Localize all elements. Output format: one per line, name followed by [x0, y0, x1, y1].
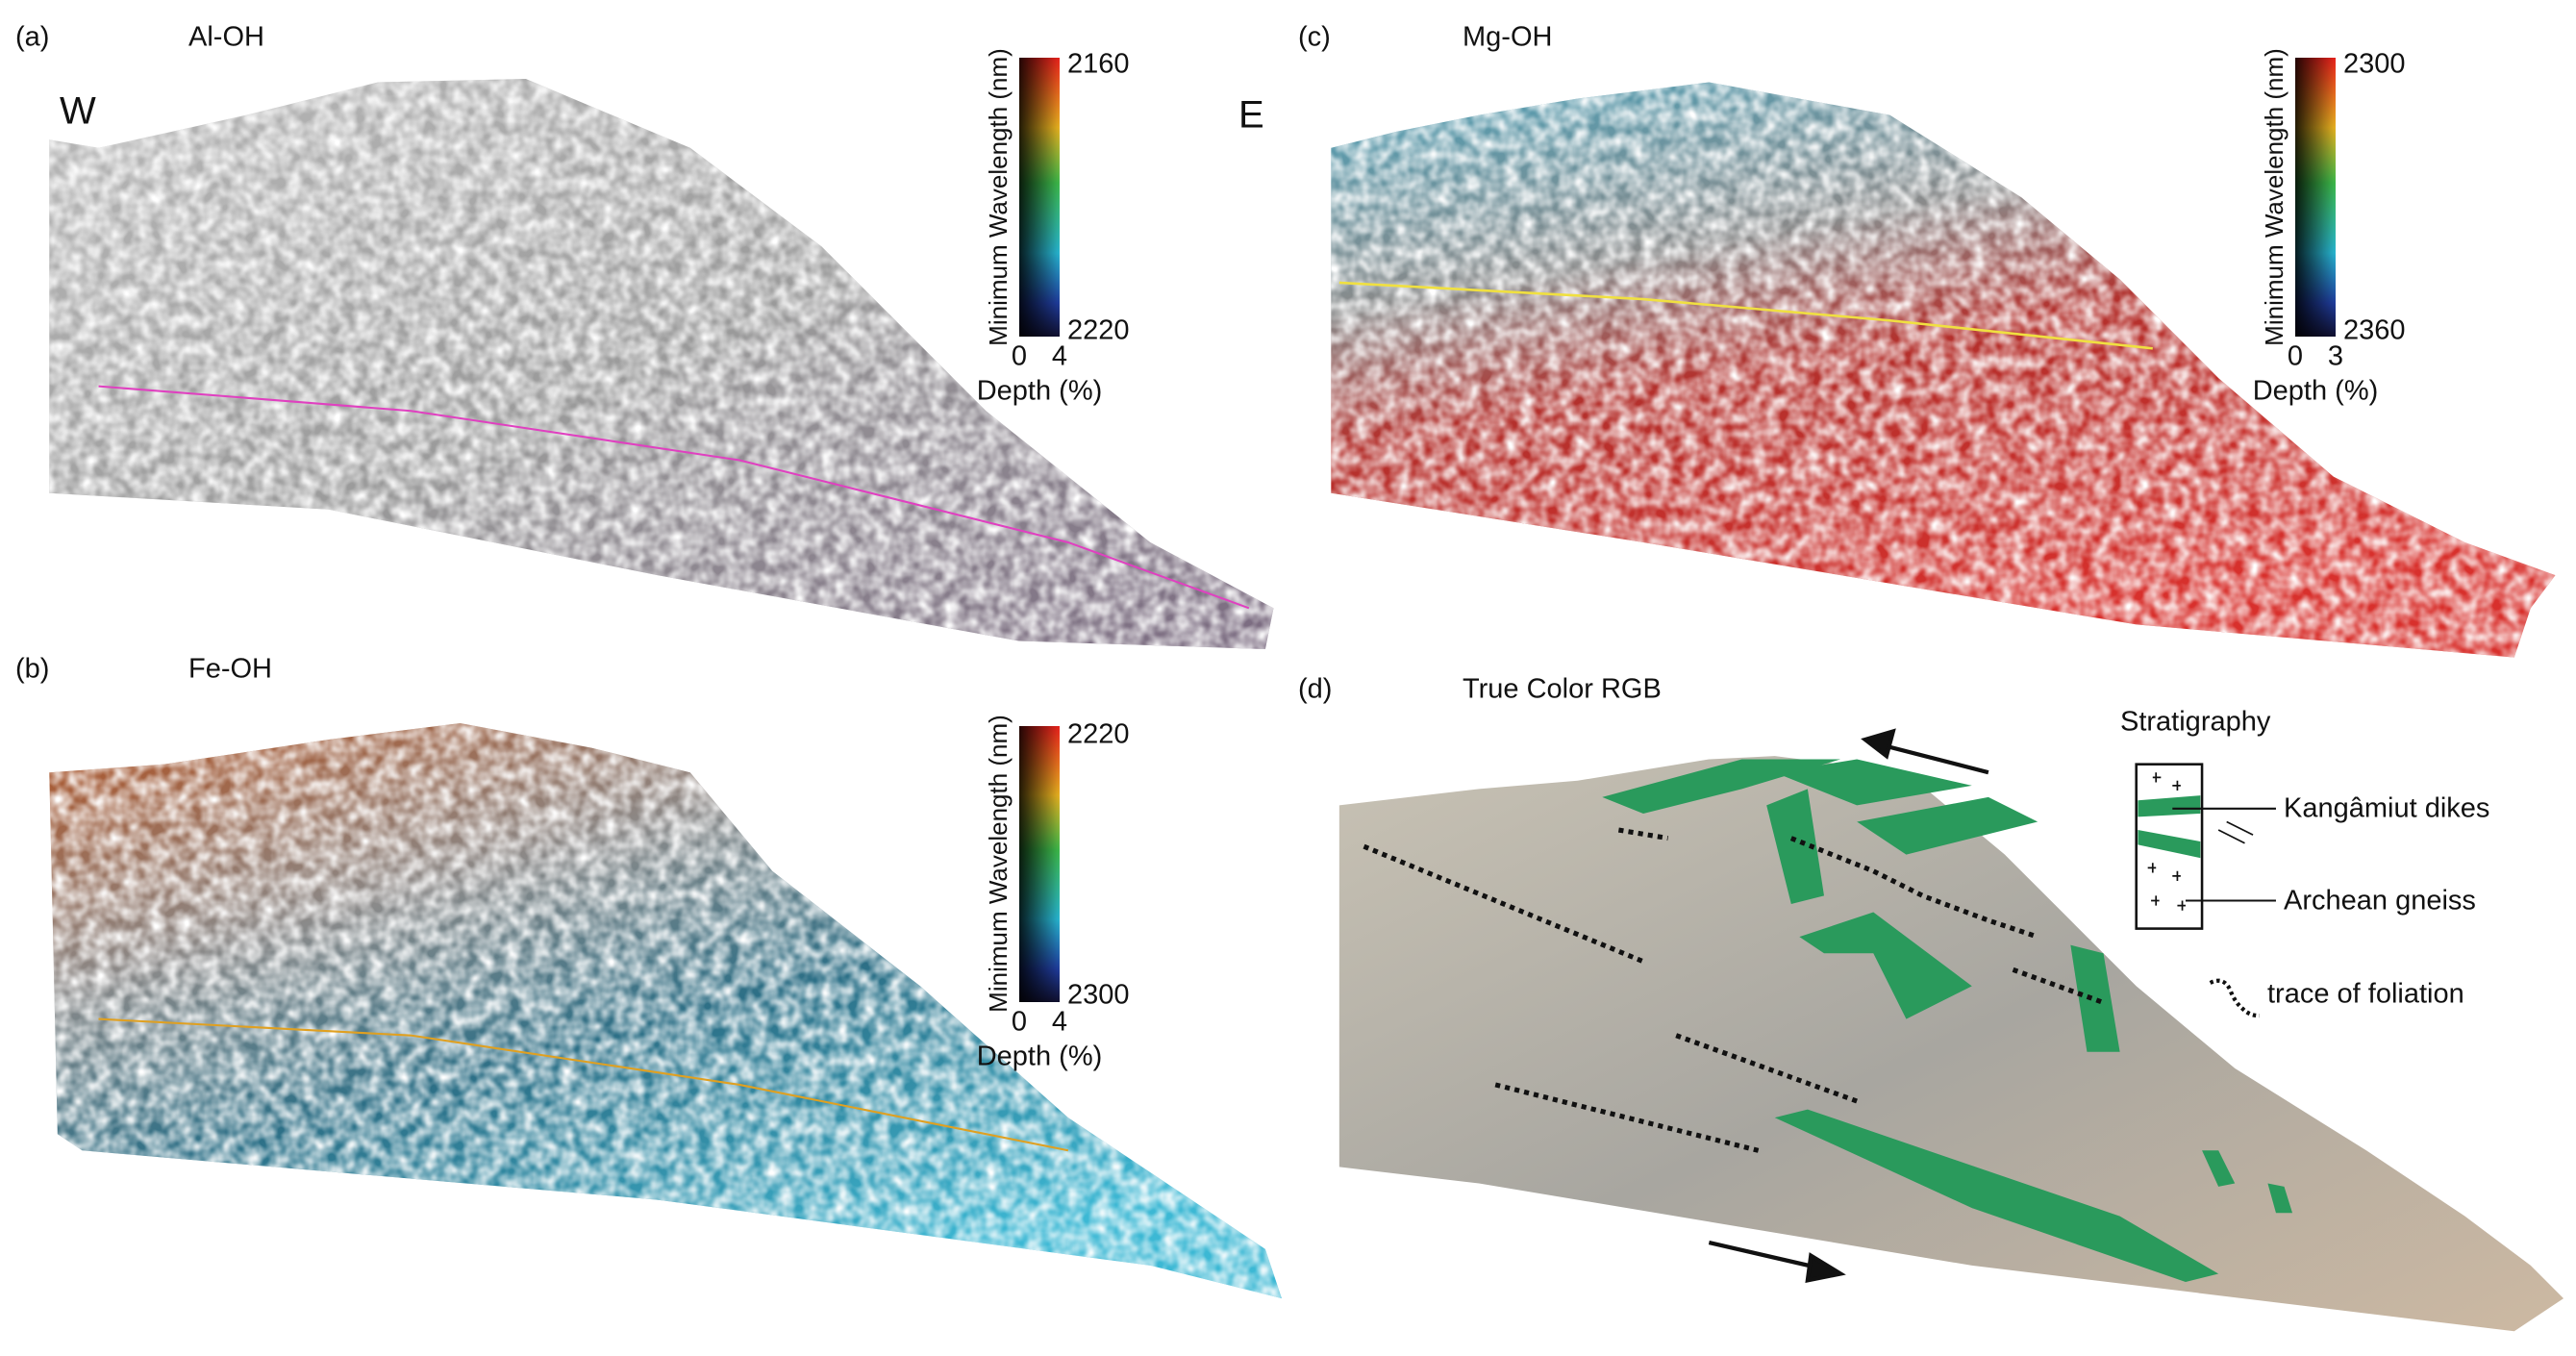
depth-min: 0 — [1012, 341, 1027, 372]
colorbar-axis-label: Minimum Wavelength (nm) — [2260, 48, 2288, 346]
depth-label: Depth (%) — [977, 1042, 1103, 1072]
depth-min: 0 — [2288, 341, 2303, 372]
legend-item: Archean gneiss — [2284, 886, 2476, 917]
depth-max: 4 — [1052, 341, 1067, 372]
contact-line — [98, 1017, 1069, 1152]
hillside-c-texture — [1331, 82, 2556, 658]
hillside-d — [1338, 756, 2564, 1332]
colorbar-bottom: 2360 — [2343, 315, 2406, 346]
stratigraphy-column — [2135, 763, 2276, 1018]
depth-min: 0 — [1012, 1007, 1027, 1038]
colorbar-bottom: 2300 — [1067, 980, 1130, 1011]
panel-label: (c) — [1298, 22, 1331, 53]
colorbar-axis-label: Minimum Wavelength (nm) — [984, 715, 1013, 1013]
foliation-traces — [1363, 827, 2105, 1153]
dikes — [1602, 759, 2293, 1283]
legend-item: trace of foliation — [2267, 979, 2464, 1010]
colorbar-top: 2300 — [2343, 49, 2406, 80]
panel-label: (a) — [15, 22, 49, 53]
panel-title: Fe-OH — [188, 654, 272, 685]
panel-label: (b) — [15, 654, 49, 685]
colorbar-axis-label: Minimum Wavelength (nm) — [984, 48, 1013, 346]
panel-label: (d) — [1298, 674, 1332, 705]
shear-arrows — [1708, 728, 1989, 1283]
hillside-b-texture — [49, 722, 1283, 1299]
contact-line — [98, 385, 1250, 610]
direction-label: E — [1238, 94, 1264, 137]
terrain-views — [49, 79, 2564, 1332]
direction-label: W — [60, 90, 96, 133]
colorbar-top: 2160 — [1067, 49, 1130, 80]
depth-max: 3 — [2328, 341, 2343, 372]
legend-item: Kangâmiut dikes — [2284, 793, 2489, 824]
contact-line — [1338, 281, 2153, 350]
legend-title: Stratigraphy — [2120, 707, 2271, 738]
colorbar-bottom: 2220 — [1067, 315, 1130, 346]
panel-title: Al-OH — [188, 22, 264, 53]
depth-label: Depth (%) — [2253, 376, 2379, 407]
hillside-a-texture — [49, 79, 1274, 650]
depth-label: Depth (%) — [977, 376, 1103, 407]
colorbar-top: 2220 — [1067, 719, 1130, 750]
panel-title: Mg-OH — [1463, 22, 1552, 53]
depth-max: 4 — [1052, 1007, 1067, 1038]
colorbar — [1019, 58, 2336, 1002]
panel-title: True Color RGB — [1463, 674, 1662, 705]
